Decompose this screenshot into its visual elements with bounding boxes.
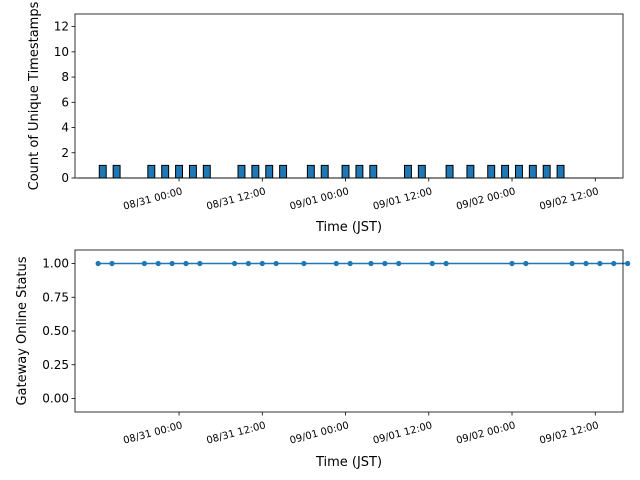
bottom-x-axis-label: Time (JST) xyxy=(315,455,382,470)
status-point xyxy=(368,260,374,267)
status-point xyxy=(396,260,402,267)
top-y-axis-label: Count of Unique Timestamps xyxy=(27,1,42,190)
histogram-bar xyxy=(369,164,378,179)
status-point xyxy=(273,260,279,267)
histogram-bar xyxy=(487,164,496,179)
top-y-ticks: 0 2 4 6 8 10 12 xyxy=(54,20,75,185)
status-point xyxy=(141,260,147,267)
histogram-bar xyxy=(320,164,329,179)
status-point xyxy=(569,260,575,267)
status-point xyxy=(301,260,307,267)
histogram-bar xyxy=(112,164,121,179)
status-point xyxy=(183,260,189,267)
top-y-tick-label: 6 xyxy=(61,95,69,109)
histogram-bar xyxy=(175,164,184,179)
bottom-y-tick-label: 0.25 xyxy=(42,358,69,372)
status-point xyxy=(583,260,589,267)
histogram-bar xyxy=(265,164,274,179)
histogram-bar xyxy=(466,164,475,179)
histogram-bar xyxy=(341,164,350,179)
bottom-y-tick-label: 0.00 xyxy=(42,392,69,406)
histogram-bar xyxy=(98,164,107,179)
status-point xyxy=(611,260,617,267)
histogram-bar xyxy=(501,164,510,179)
bottom-y-axis-label: Gateway Online Status xyxy=(15,256,30,405)
bottom-y-tick-label: 0.75 xyxy=(42,290,69,304)
status-point xyxy=(95,260,101,267)
histogram-bar xyxy=(542,164,551,179)
bottom-y-tick-label: 0.50 xyxy=(42,324,69,338)
status-point xyxy=(443,260,449,267)
histogram-bar xyxy=(445,164,454,179)
status-point xyxy=(382,260,388,267)
top-y-tick-label: 8 xyxy=(61,70,69,84)
status-point xyxy=(597,260,603,267)
histogram-bar xyxy=(188,164,197,179)
status-point xyxy=(197,260,203,267)
status-point xyxy=(509,260,515,267)
status-point xyxy=(155,260,161,267)
status-point xyxy=(109,260,115,267)
top-axes-frame xyxy=(74,13,624,179)
histogram-bar xyxy=(556,164,565,179)
status-point xyxy=(169,260,175,267)
bottom-y-ticks: 0.00 0.25 0.50 0.75 1.00 xyxy=(42,257,75,406)
top-y-tick-label: 2 xyxy=(61,146,69,160)
top-y-tick-label: 10 xyxy=(54,45,69,59)
status-point xyxy=(429,260,435,267)
top-x-axis-label: Time (JST) xyxy=(315,220,382,235)
histogram-bar xyxy=(161,164,170,179)
top-y-tick-label: 0 xyxy=(61,171,69,185)
histogram-bar xyxy=(528,164,537,179)
status-point xyxy=(231,260,238,267)
top-y-tick-label: 4 xyxy=(61,121,69,135)
histogram-bar xyxy=(251,164,260,179)
status-point xyxy=(625,260,631,267)
status-point xyxy=(333,260,339,267)
histogram-bar xyxy=(202,164,211,179)
top-y-tick-label: 12 xyxy=(54,20,69,34)
bottom-y-tick-label: 1.00 xyxy=(42,257,69,271)
status-point xyxy=(259,260,265,267)
status-point xyxy=(245,260,252,267)
histogram-bar xyxy=(514,164,523,179)
histogram-bar xyxy=(147,164,156,179)
histogram-bar xyxy=(279,164,288,179)
status-point xyxy=(523,260,529,267)
bottom-markers xyxy=(95,260,631,267)
histogram-bar xyxy=(237,164,246,179)
histogram-bar xyxy=(306,164,315,179)
histogram-bar xyxy=(355,164,364,179)
histogram-bar xyxy=(403,164,412,179)
histogram-bar xyxy=(417,164,426,179)
status-point xyxy=(347,260,353,267)
